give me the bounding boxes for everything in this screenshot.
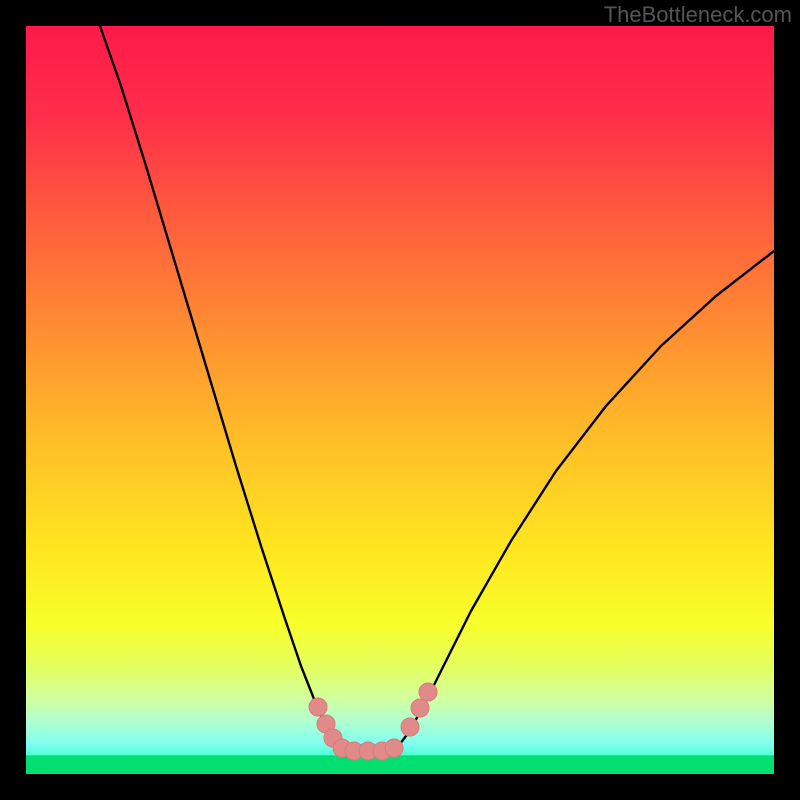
bottom-green-stripe xyxy=(26,755,774,774)
marker-points xyxy=(309,683,437,760)
chart-svg xyxy=(26,26,774,774)
watermark-text: TheBottleneck.com xyxy=(604,2,792,28)
bottleneck-curve xyxy=(100,26,774,750)
plot-area xyxy=(26,26,774,774)
